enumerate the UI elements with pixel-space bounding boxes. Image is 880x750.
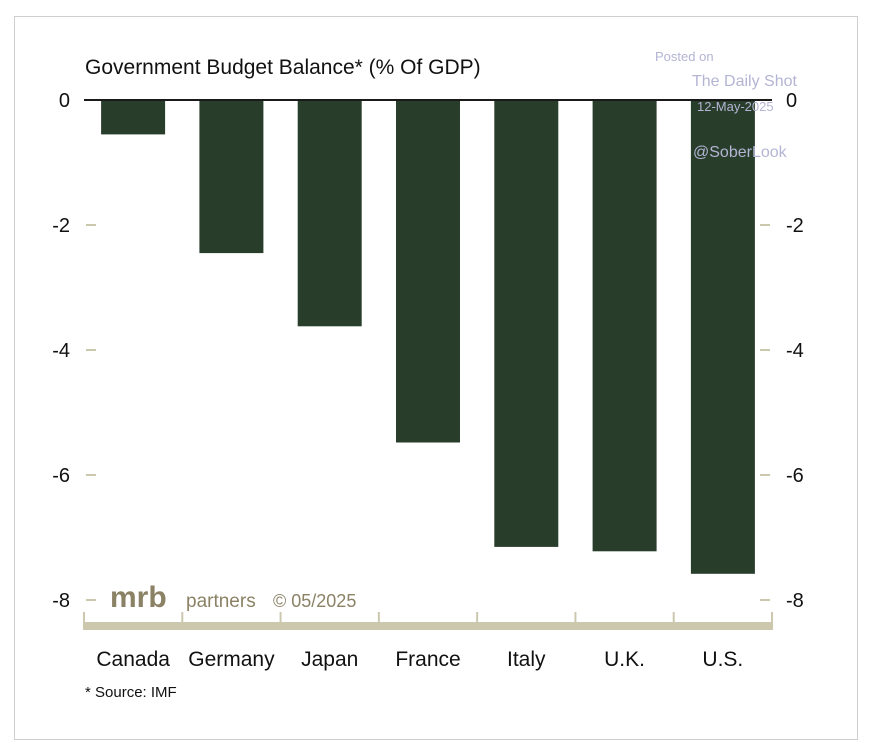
bar-canada [101,100,166,135]
watermark-handle: @SoberLook [693,144,788,161]
y-tick-label-left: -6 [52,465,70,487]
mrb-logo: mrb partners © 05/2025 [110,581,356,614]
x-tick-label: U.K. [604,648,645,671]
footnote: * Source: IMF [85,684,177,701]
y-tick-label-left: -4 [52,340,70,362]
watermark-source: The Daily Shot [692,73,797,90]
y-tick-label-left: -2 [52,215,70,237]
mrb-logo-text: mrb [110,581,167,614]
x-tick-label: France [395,648,460,671]
bar-uk [592,100,657,552]
x-tick-label: Japan [301,648,358,671]
y-tick-label-right: 0 [786,90,797,112]
bar-germany [199,100,264,254]
y-tick-label-right: -6 [786,465,804,487]
bar-italy [494,100,559,547]
watermark-posted: Posted on [655,49,714,64]
bar-us [690,100,755,574]
y-tick-label-right: -2 [786,215,804,237]
y-tick-label-left: 0 [59,90,70,112]
watermark: Posted on The Daily Shot 12-May-2025 @So… [655,49,797,161]
y-tick-label-right: -4 [786,340,804,362]
x-tick-label: Canada [96,648,170,671]
y-tick-label-right: -8 [786,590,804,612]
x-tick-label: U.S. [702,648,743,671]
bar-france [396,100,460,443]
x-axis-band [84,622,772,630]
bar-japan [297,100,362,327]
x-tick-label: Italy [507,648,546,671]
mrb-partners-text: partners [186,591,256,612]
y-tick-label-left: -8 [52,590,70,612]
mrb-date-text: © 05/2025 [273,591,356,611]
watermark-date: 12-May-2025 [697,99,774,114]
x-tick-label: Germany [188,648,275,671]
chart-title: Government Budget Balance* (% Of GDP) [85,56,481,79]
